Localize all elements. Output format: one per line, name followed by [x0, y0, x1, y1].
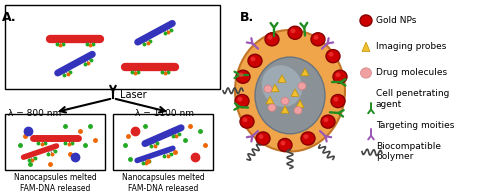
Ellipse shape	[360, 15, 372, 26]
Text: Nanocapsules melted
FAM-DNA released: Nanocapsules melted FAM-DNA released	[122, 173, 204, 192]
Text: Cell penetrating
agent: Cell penetrating agent	[376, 89, 450, 109]
Ellipse shape	[314, 35, 318, 40]
Text: Drug molecules: Drug molecules	[376, 68, 447, 77]
Ellipse shape	[240, 115, 254, 128]
Ellipse shape	[336, 73, 340, 77]
Ellipse shape	[255, 57, 325, 134]
Text: B.: B.	[240, 11, 254, 24]
Ellipse shape	[326, 50, 340, 63]
Ellipse shape	[294, 107, 302, 114]
Ellipse shape	[321, 115, 335, 128]
Ellipse shape	[278, 139, 292, 152]
Polygon shape	[296, 100, 304, 108]
Ellipse shape	[235, 30, 345, 152]
Text: Gold NPs: Gold NPs	[376, 16, 416, 25]
Text: Nanocapsules melted
FAM-DNA released: Nanocapsules melted FAM-DNA released	[14, 173, 96, 192]
Polygon shape	[362, 42, 370, 51]
Ellipse shape	[242, 117, 248, 122]
Ellipse shape	[268, 104, 276, 111]
Ellipse shape	[238, 97, 242, 101]
FancyBboxPatch shape	[5, 5, 220, 89]
Ellipse shape	[288, 26, 302, 39]
Ellipse shape	[235, 94, 249, 108]
Ellipse shape	[301, 132, 315, 145]
Ellipse shape	[238, 73, 244, 77]
Ellipse shape	[334, 97, 338, 101]
Ellipse shape	[333, 70, 347, 83]
FancyBboxPatch shape	[113, 114, 213, 170]
Polygon shape	[278, 75, 286, 82]
Ellipse shape	[331, 94, 345, 108]
Ellipse shape	[290, 29, 296, 33]
Ellipse shape	[328, 52, 334, 57]
Polygon shape	[271, 84, 279, 92]
Text: Laser: Laser	[120, 89, 146, 100]
Ellipse shape	[304, 134, 308, 139]
Ellipse shape	[256, 132, 270, 145]
Polygon shape	[281, 106, 289, 113]
Ellipse shape	[280, 141, 285, 146]
Ellipse shape	[324, 117, 328, 122]
Text: λ = 800 nm: λ = 800 nm	[8, 109, 61, 118]
Text: Biocompatible
polymer: Biocompatible polymer	[376, 142, 441, 161]
Ellipse shape	[298, 82, 306, 90]
Ellipse shape	[262, 65, 302, 107]
Ellipse shape	[360, 68, 372, 78]
Polygon shape	[291, 89, 299, 96]
Ellipse shape	[250, 57, 256, 61]
Ellipse shape	[265, 33, 279, 46]
Text: Imaging probes: Imaging probes	[376, 42, 446, 51]
Polygon shape	[301, 68, 309, 76]
Text: Targeting moities: Targeting moities	[376, 121, 454, 130]
Ellipse shape	[281, 97, 289, 105]
Polygon shape	[266, 96, 274, 104]
Ellipse shape	[236, 70, 250, 83]
Ellipse shape	[311, 33, 325, 46]
Ellipse shape	[268, 35, 272, 40]
Ellipse shape	[248, 54, 262, 67]
Ellipse shape	[264, 85, 272, 93]
Text: A.: A.	[2, 11, 16, 24]
Ellipse shape	[258, 134, 264, 139]
Text: λ = 1100 nm: λ = 1100 nm	[135, 109, 194, 118]
FancyBboxPatch shape	[5, 114, 105, 170]
